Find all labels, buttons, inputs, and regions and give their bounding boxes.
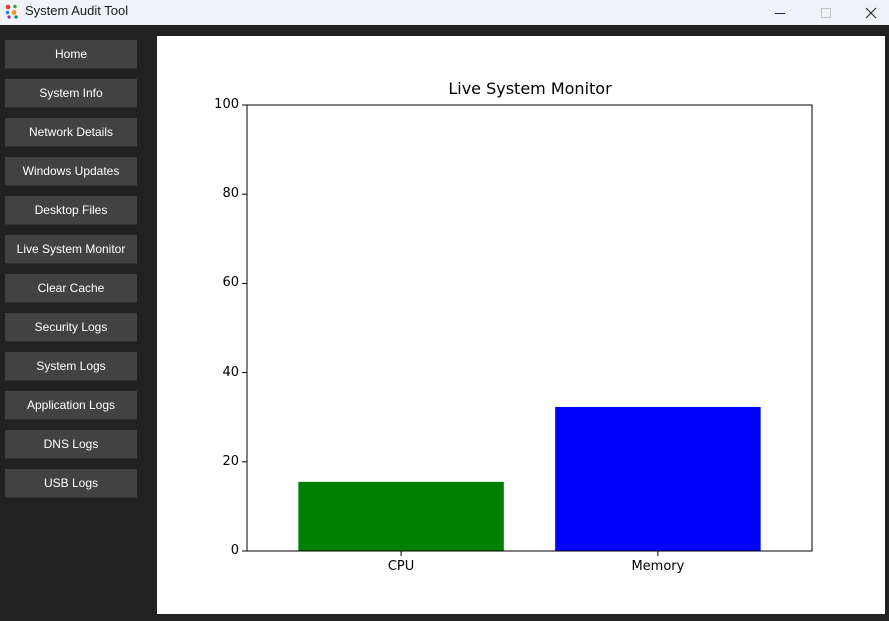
sidebar-item-dns-logs[interactable]: DNS Logs [5,430,137,459]
maximize-icon [821,7,831,18]
window-title: System Audit Tool [25,3,129,18]
sidebar-item-windows-updates[interactable]: Windows Updates [5,157,137,186]
chart-title: Live System Monitor [448,79,612,98]
sidebar-item-clear-cache[interactable]: Clear Cache [5,274,137,303]
sidebar-item-usb-logs[interactable]: USB Logs [5,469,137,498]
bar-cpu [298,481,504,551]
sidebar-item-desktop-files[interactable]: Desktop Files [5,196,137,225]
sidebar-item-security-logs[interactable]: Security Logs [5,313,137,342]
axes-frame [246,104,813,552]
sidebar-item-system-info[interactable]: System Info [5,79,137,108]
minimize-icon [775,12,785,14]
title-bar: System Audit Tool [0,0,889,25]
y-tick-label: 40 [222,364,239,380]
y-tick-label: 100 [214,97,239,112]
sidebar-item-home[interactable]: Home [5,40,137,69]
sidebar-item-network-details[interactable]: Network Details [5,118,137,147]
app-logo-icon [4,3,20,19]
close-icon [865,7,877,18]
sidebar-item-system-logs[interactable]: System Logs [5,352,137,381]
y-tick-label: 60 [222,275,239,291]
sidebar-item-live-system-monitor[interactable]: Live System Monitor [5,235,137,264]
sidebar-item-application-logs[interactable]: Application Logs [5,391,137,420]
y-tick-label: 0 [230,543,239,558]
maximize-button[interactable] [803,0,849,25]
x-tick-label: CPU [387,559,415,574]
y-tick-label: 20 [222,453,239,469]
sidebar: Home System Info Network Details Windows… [0,25,150,621]
bar-memory [555,406,761,551]
y-tick-label: 80 [222,186,239,202]
minimize-button[interactable] [757,0,803,25]
chart-panel: Live System Monitor 0 20 40 60 80 100 CPU Memo… [157,36,885,614]
x-tick-label: Memory [631,559,685,574]
bar-chart [242,104,813,556]
close-button[interactable] [848,0,889,25]
